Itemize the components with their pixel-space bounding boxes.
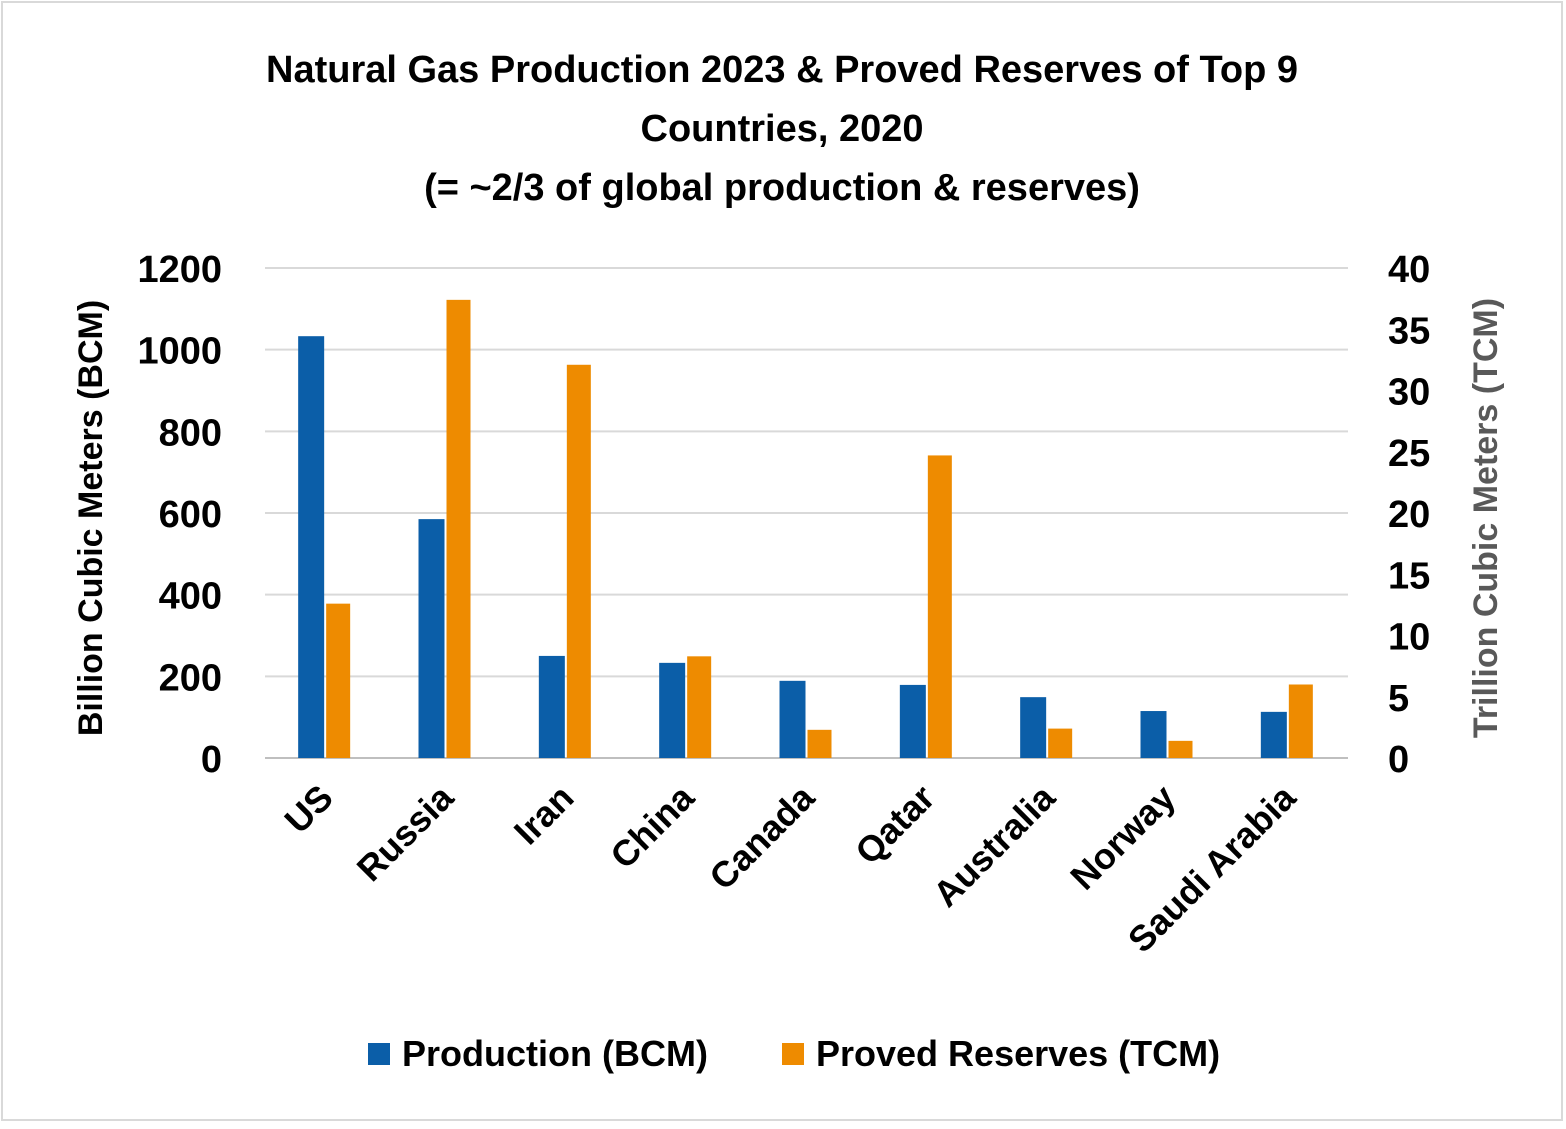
y2-tick-label: 40 (1388, 249, 1430, 291)
legend-label-reserves: Proved Reserves (TCM) (816, 1033, 1220, 1074)
y2-axis-label: Trillion Cubic Meters (TCM) (1467, 298, 1505, 738)
bar-reserves (927, 455, 952, 758)
y-tick-label: 800 (159, 412, 222, 454)
bar-production (1260, 711, 1287, 758)
y-tick-label: 600 (159, 494, 222, 536)
y-tick-label: 0 (201, 739, 222, 781)
y-tick-label: 1200 (137, 249, 222, 291)
y2-tick-label: 30 (1388, 372, 1430, 414)
y2-tick-label: 10 (1388, 617, 1430, 659)
bar-production (779, 680, 806, 758)
y-tick-label: 400 (159, 576, 222, 618)
bar-reserves (807, 729, 832, 758)
y-tick-label: 1000 (137, 331, 222, 373)
legend-swatch-production (368, 1043, 390, 1065)
legend-label-production: Production (BCM) (402, 1033, 708, 1074)
bar-reserves (1168, 740, 1193, 758)
y2-tick-label: 20 (1388, 494, 1430, 536)
bar-production (659, 662, 686, 758)
bar-production (899, 684, 926, 758)
bar-production (1140, 711, 1167, 758)
chart-title-line-3: (= ~2/3 of global production & reserves) (424, 167, 1140, 209)
chart-title-line-1: Natural Gas Production 2023 & Proved Res… (266, 49, 1298, 91)
bar-reserves (687, 656, 712, 758)
bar-production (1020, 697, 1047, 758)
chart-title-line-2: Countries, 2020 (641, 108, 924, 150)
bar-reserves (566, 364, 591, 758)
y-axis-label: Billion Cubic Meters (BCM) (72, 300, 110, 736)
bar-production (538, 655, 565, 758)
y2-tick-label: 25 (1388, 433, 1430, 475)
y2-tick-label: 35 (1388, 310, 1430, 352)
y2-tick-label: 15 (1388, 555, 1430, 597)
bar-reserves (1048, 728, 1073, 758)
y2-tick-label: 5 (1388, 678, 1409, 720)
y-tick-label: 200 (159, 657, 222, 699)
bar-reserves (326, 603, 351, 758)
bar-reserves (446, 299, 471, 758)
bar-reserves (1288, 684, 1313, 758)
bar-production (298, 336, 325, 758)
bar-production (418, 519, 445, 758)
legend-swatch-reserves (782, 1043, 804, 1065)
legend: Production (BCM) Proved Reserves (TCM) (368, 1033, 1220, 1074)
y2-tick-label: 0 (1388, 739, 1409, 781)
